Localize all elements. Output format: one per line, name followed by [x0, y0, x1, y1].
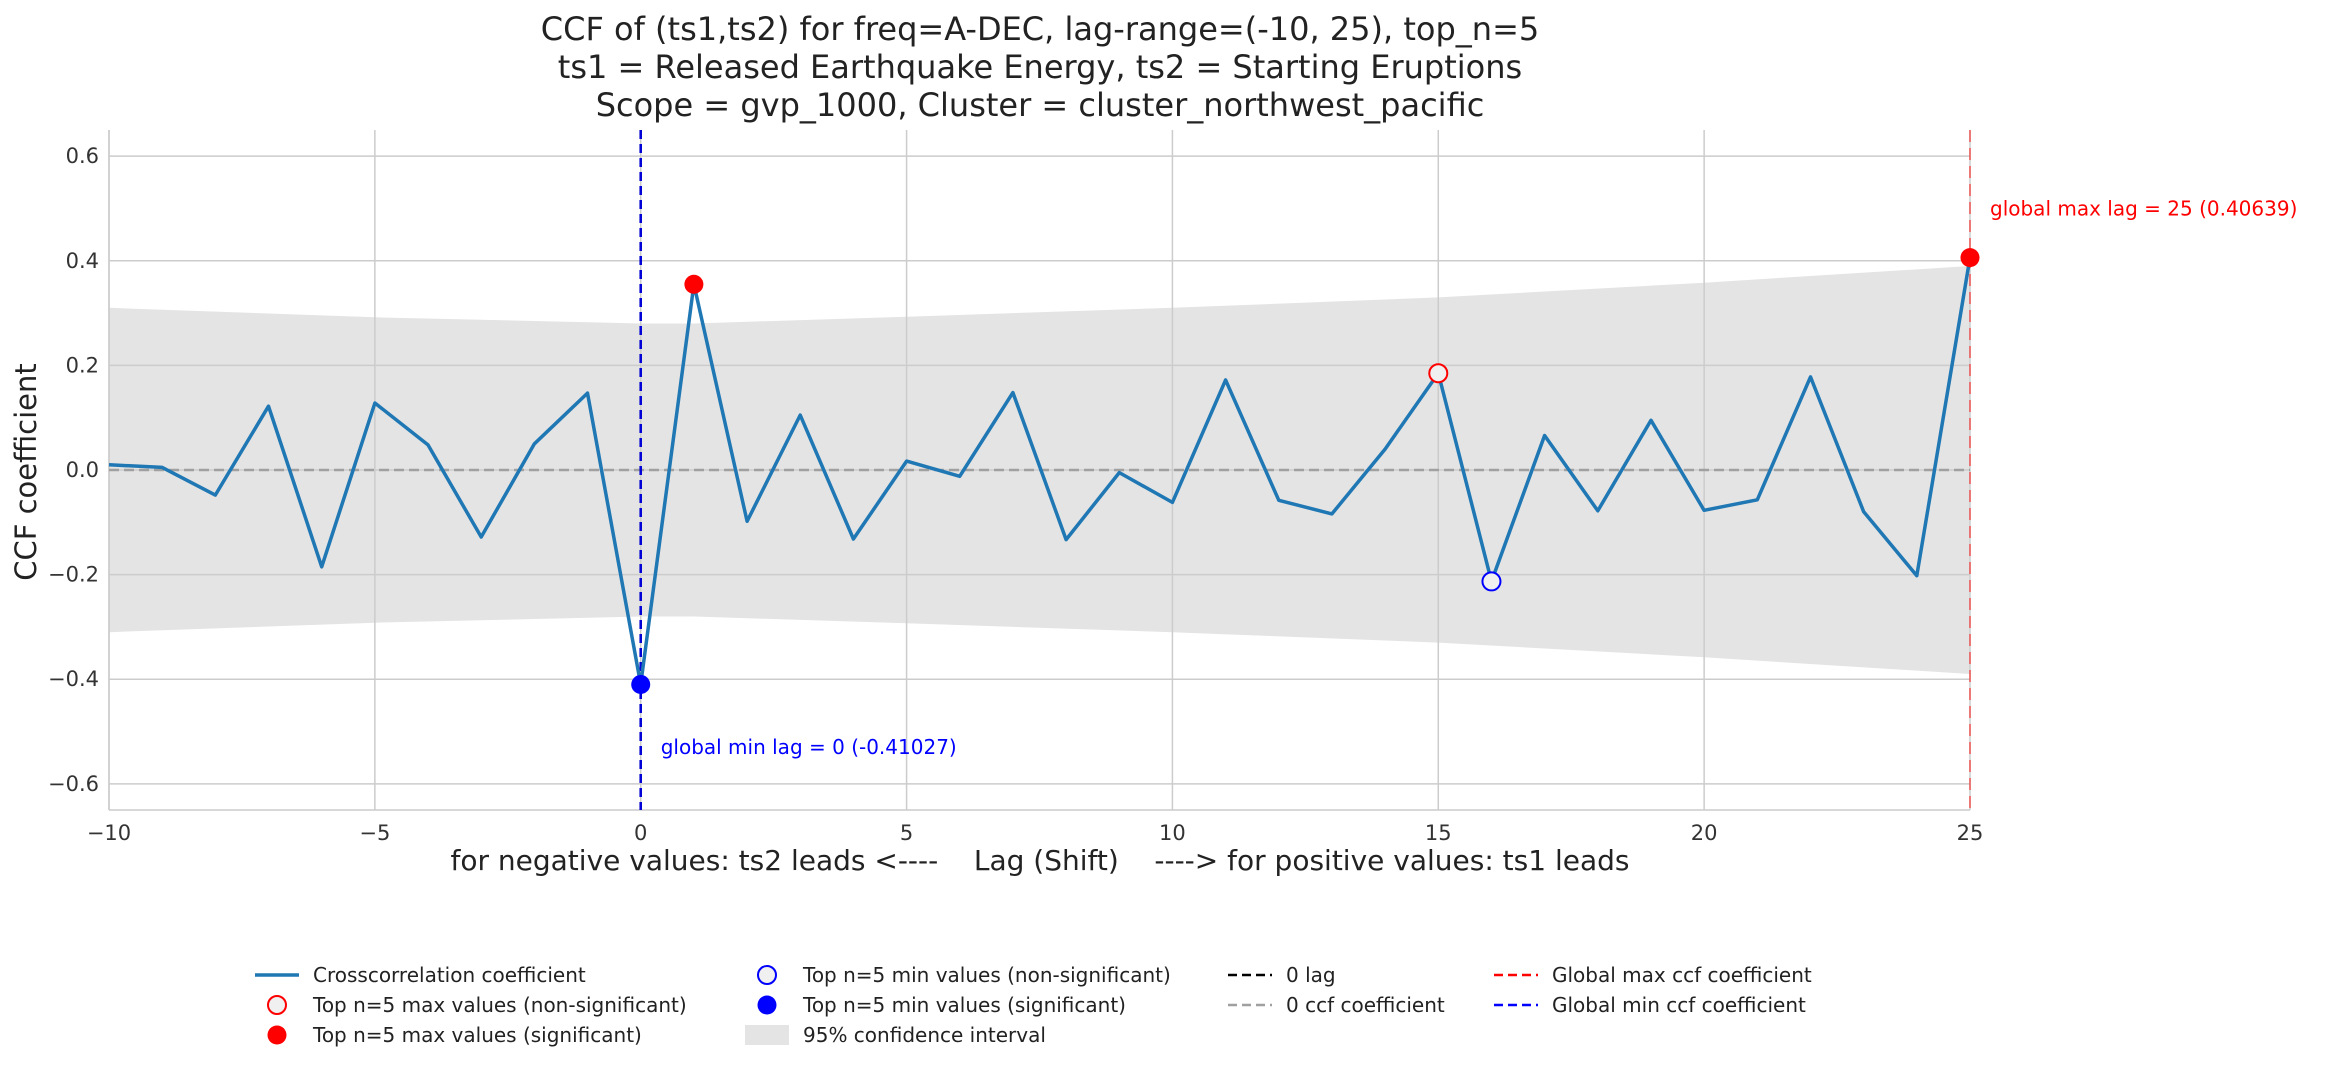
- legend-item: 95% confidence interval: [745, 1023, 1046, 1047]
- legend-item: Crosscorrelation coefficient: [255, 963, 586, 987]
- legend-item: Top n=5 min values (non-significant): [757, 963, 1171, 987]
- y-tick-label: 0.6: [66, 144, 99, 168]
- legend-label: Top n=5 max values (non-significant): [312, 993, 687, 1017]
- legend-item: Top n=5 max values (non-significant): [267, 993, 687, 1017]
- y-tick-label: 0.4: [66, 249, 99, 273]
- y-axis-label: CCF coefficient: [9, 363, 43, 581]
- x-tick-label: 10: [1159, 821, 1186, 845]
- legend-item: 0 lag: [1228, 963, 1336, 987]
- legend-label: Top n=5 max values (significant): [312, 1023, 642, 1047]
- x-tick-label: 25: [1957, 821, 1984, 845]
- legend-label: 0 lag: [1286, 963, 1336, 987]
- legend-open-marker-swatch: [267, 995, 287, 1015]
- min-nonsignificant-marker: [1481, 571, 1502, 592]
- x-tick-label: −10: [87, 821, 131, 845]
- chart-title-line-1: CCF of (ts1,ts2) for freq=A-DEC, lag-ran…: [541, 10, 1539, 48]
- x-tick-label: −5: [359, 821, 390, 845]
- y-tick-label: 0.2: [66, 353, 99, 377]
- legend-filled-marker-swatch: [267, 1025, 287, 1045]
- legend-filled-marker-swatch: [757, 995, 777, 1015]
- legend-item: 0 ccf coefficient: [1228, 993, 1445, 1017]
- chart-title-line-3: Scope = gvp_1000, Cluster = cluster_nort…: [596, 86, 1485, 124]
- legend-item: Global max ccf coefficient: [1494, 963, 1812, 987]
- x-axis-label: for negative values: ts2 leads <---- Lag…: [451, 844, 1630, 877]
- max-significant-marker: [1960, 248, 1980, 268]
- legend-label: Global max ccf coefficient: [1552, 963, 1812, 987]
- x-tick-label: 20: [1691, 821, 1718, 845]
- legend-open-marker-swatch: [757, 965, 777, 985]
- legend-item: Global min ccf coefficient: [1494, 993, 1806, 1017]
- legend-label: 0 ccf coefficient: [1286, 993, 1445, 1017]
- ccf-series-line: [108, 257, 1972, 687]
- legend-label: 95% confidence interval: [803, 1023, 1046, 1047]
- legend-label: Top n=5 min values (significant): [802, 993, 1126, 1017]
- legend-label: Crosscorrelation coefficient: [313, 963, 586, 987]
- y-tick-label: −0.4: [48, 667, 99, 691]
- legend-item: Top n=5 max values (significant): [267, 1023, 642, 1047]
- x-tick-label: 5: [900, 821, 913, 845]
- global-max-annotation: global max lag = 25 (0.40639): [1990, 196, 2297, 220]
- legend-label: Top n=5 min values (non-significant): [802, 963, 1171, 987]
- legend: Crosscorrelation coefficient Top n=5 max …: [255, 963, 1812, 1047]
- y-tick-label: −0.2: [48, 563, 99, 587]
- max-nonsignificant-marker: [1428, 363, 1449, 384]
- chart-title-line-2: ts1 = Released Earthquake Energy, ts2 = …: [558, 48, 1522, 86]
- chart-title: CCF of (ts1,ts2) for freq=A-DEC, lag-ran…: [541, 10, 1539, 124]
- legend-patch-swatch: [745, 1025, 789, 1045]
- legend-label: Global min ccf coefficient: [1552, 993, 1806, 1017]
- min-significant-marker: [631, 674, 651, 694]
- global-min-annotation: global min lag = 0 (-0.41027): [661, 735, 957, 759]
- max-significant-marker: [684, 274, 704, 294]
- x-tick-label: 15: [1425, 821, 1452, 845]
- y-tick-label: −0.6: [48, 772, 99, 796]
- plot-area: −10 −5 0 5 10 15 20 25 −0.6 −0.4 −0.2 0.0 0.2 0.4 0.6 g…: [48, 130, 2297, 845]
- y-tick-label: 0.0: [66, 458, 99, 482]
- legend-item: Top n=5 min values (significant): [757, 993, 1126, 1017]
- x-tick-label: 0: [634, 821, 647, 845]
